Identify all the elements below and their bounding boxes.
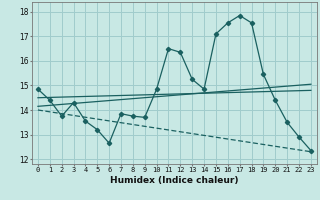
X-axis label: Humidex (Indice chaleur): Humidex (Indice chaleur) (110, 176, 239, 185)
